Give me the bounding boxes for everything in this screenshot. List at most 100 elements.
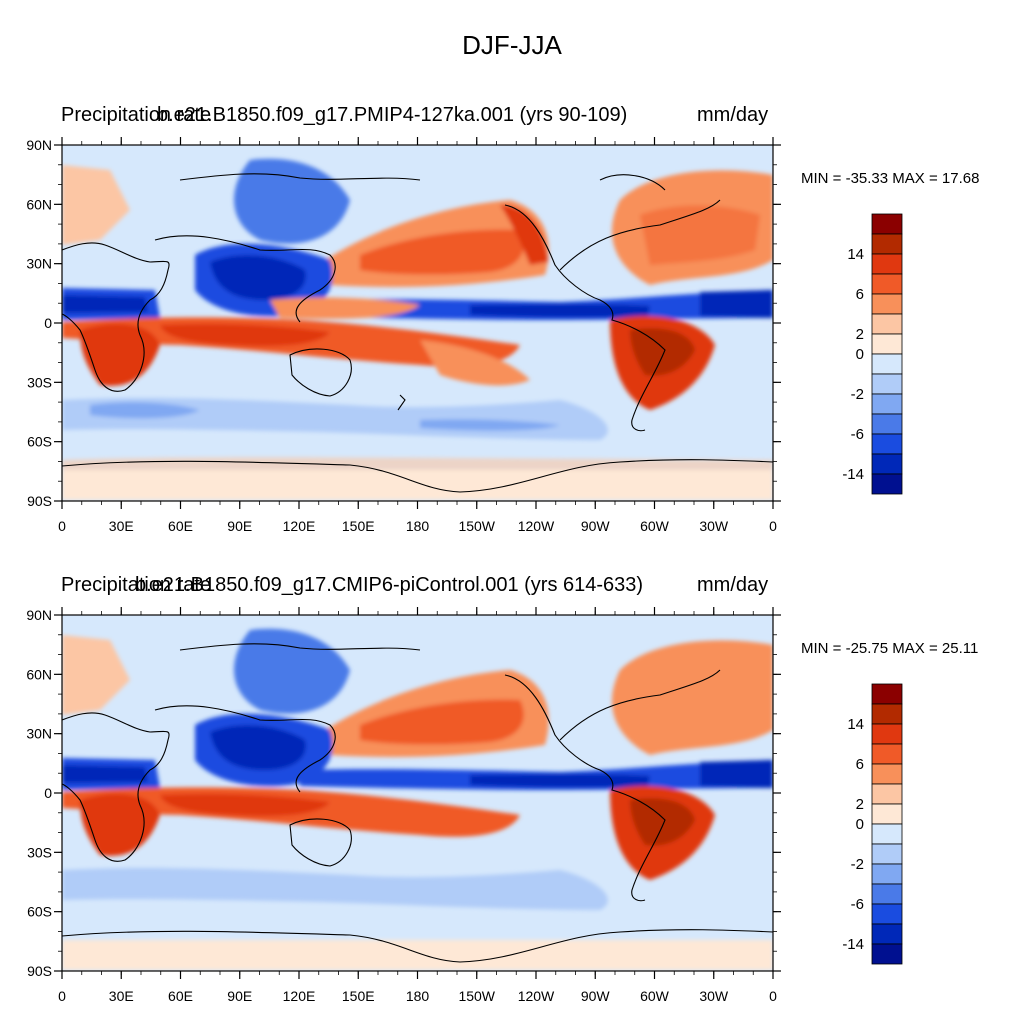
panel2-variable-label: Precipitation rate — [61, 574, 212, 596]
panel1-lon-label: 180 — [406, 518, 430, 534]
panel1-colorbar-label: 0 — [856, 346, 864, 363]
panel1-lat-label: 60N — [26, 196, 52, 212]
panel2-colorbar-box — [871, 743, 903, 765]
panel1-colorbar-box — [871, 333, 903, 355]
panel1-colorbar-label: 14 — [847, 246, 864, 263]
panel1-lon-label: 60W — [640, 518, 670, 534]
panel1-colorbar-box — [871, 393, 903, 415]
panel1-colorbar-box — [871, 433, 903, 455]
panel1-lon-label: 90E — [227, 518, 252, 534]
panel1-lon-label: 0 — [58, 518, 66, 534]
panel2-colorbar-label: 2 — [856, 796, 864, 813]
map-panel-2: 90N 60N 30N 0 30S 60S 90S 0 30E 60E 90E 120E 150E 180… — [26, 607, 781, 1004]
panel1-lat-label: 90S — [27, 493, 52, 509]
panel2-lon-label: 150E — [342, 988, 375, 1004]
panel2-colorbar-label: 0 — [856, 816, 864, 833]
panel2-lon-label: 180 — [406, 988, 430, 1004]
panel2-lon-label: 30W — [699, 988, 729, 1004]
panel1-lat-label: 30S — [27, 374, 52, 390]
panel1-lon-label: 150W — [458, 518, 495, 534]
panel1-lat-label: 90N — [26, 137, 52, 153]
panel2-lat-label: 30S — [27, 844, 52, 860]
panel1-colorbar-box — [871, 233, 903, 255]
panel1-coastlines — [62, 173, 773, 493]
panel2-minmax: MIN = -25.75 MAX = 25.11 — [801, 640, 979, 657]
panel1-lon-label: 120W — [518, 518, 555, 534]
panel1-colorbar-box — [871, 313, 903, 335]
panel1-units: mm/day — [697, 104, 769, 126]
panel2-case-title: b.e21.B1850.f09_g17.CMIP6-piControl.001 … — [135, 574, 644, 596]
panel1-case-title: b.e21.B1850.f09_g17.PMIP4-127ka.001 (yrs… — [157, 104, 628, 126]
panel1-lon-label: 30W — [699, 518, 729, 534]
panel2-colorbar: 14 6 2 0 -2 -6 -14 — [842, 683, 903, 965]
panel1-colorbar-box — [871, 453, 903, 475]
panel2-colorbar-label: -6 — [851, 896, 864, 913]
panel2-lat-label: 90N — [26, 607, 52, 623]
panel2-colorbar-box — [871, 943, 903, 965]
panel2-lat-label: 60N — [26, 666, 52, 682]
panel2-lon-label: 60E — [168, 988, 193, 1004]
panel2-lon-label: 90W — [581, 988, 611, 1004]
panel1-colorbar-label: 6 — [856, 286, 864, 303]
panel1-lat-label: 0 — [44, 315, 52, 331]
panel1-colorbar-box — [871, 413, 903, 435]
panel1-colorbar-box — [871, 473, 903, 495]
panel2-units: mm/day — [697, 574, 769, 596]
panel2-lon-label: 90E — [227, 988, 252, 1004]
panel1-colorbar-label: -14 — [842, 466, 864, 483]
panel2-anomaly-field — [62, 628, 773, 970]
panel1-lon-label: 30E — [109, 518, 134, 534]
panel1-axis-ticks: 90N 60N 30N 0 30S 60S 90S 0 30E 60E 90E 120E 150E 180… — [26, 137, 781, 534]
panel2-lon-label: 30E — [109, 988, 134, 1004]
panel2-colorbar-box — [871, 763, 903, 785]
panel2-colorbar-label: -14 — [842, 936, 864, 953]
panel1-lon-label: 90W — [581, 518, 611, 534]
panel1-lon-label: 120E — [283, 518, 316, 534]
panel1-colorbar: 14 6 2 0 -2 -6 -14 — [842, 213, 903, 495]
panel2-lat-label: 60S — [27, 904, 52, 920]
panel2-colorbar-box — [871, 843, 903, 865]
panel2-colorbar-box — [871, 683, 903, 705]
panel2-colorbar-box — [871, 723, 903, 745]
panel1-minmax: MIN = -35.33 MAX = 17.68 — [801, 170, 980, 187]
panel2-lat-label: 0 — [44, 785, 52, 801]
panel1-colorbar-box — [871, 373, 903, 395]
panel1-colorbar-label: 2 — [856, 326, 864, 343]
panel2-colorbar-box — [871, 863, 903, 885]
panel2-colorbar-label: -2 — [851, 856, 864, 873]
panel2-colorbar-box — [871, 823, 903, 845]
panel2-coastlines — [62, 643, 773, 963]
panel2-lon-label: 60W — [640, 988, 670, 1004]
panel2-colorbar-label: 6 — [856, 756, 864, 773]
panel1-colorbar-label: -6 — [851, 426, 864, 443]
panel1-lon-label: 150E — [342, 518, 375, 534]
panel1-colorbar-label: -2 — [851, 386, 864, 403]
panel1-colorbar-box — [871, 253, 903, 275]
panel1-anomaly-field — [62, 158, 773, 500]
panel2-colorbar-box — [871, 703, 903, 725]
panel2-colorbar-box — [871, 883, 903, 905]
panel1-colorbar-box — [871, 293, 903, 315]
panel2-lon-label: 150W — [458, 988, 495, 1004]
panel2-lon-label: 0 — [769, 988, 777, 1004]
main-title: DJF-JJA — [462, 30, 562, 60]
panel2-lon-label: 120W — [518, 988, 555, 1004]
panel1-colorbar-box — [871, 273, 903, 295]
panel1-colorbar-box — [871, 353, 903, 375]
panel1-lat-label: 60S — [27, 434, 52, 450]
panel2-lon-label: 120E — [283, 988, 316, 1004]
panel1-lat-label: 30N — [26, 256, 52, 272]
panel2-colorbar-box — [871, 783, 903, 805]
panel2-colorbar-label: 14 — [847, 716, 864, 733]
map-panel-1: 90N 60N 30N 0 30S 60S 90S 0 30E 60E 90E 120E 150E 180… — [26, 137, 781, 534]
panel2-lat-label: 30N — [26, 726, 52, 742]
panel1-lon-label: 0 — [769, 518, 777, 534]
panel1-colorbar-box — [871, 213, 903, 235]
panel2-lat-label: 90S — [27, 963, 52, 979]
panel1-lon-label: 60E — [168, 518, 193, 534]
panel2-colorbar-box — [871, 923, 903, 945]
panel2-axis-ticks: 90N 60N 30N 0 30S 60S 90S 0 30E 60E 90E 120E 150E 180… — [26, 607, 781, 1004]
panel2-colorbar-box — [871, 903, 903, 925]
panel2-lon-label: 0 — [58, 988, 66, 1004]
